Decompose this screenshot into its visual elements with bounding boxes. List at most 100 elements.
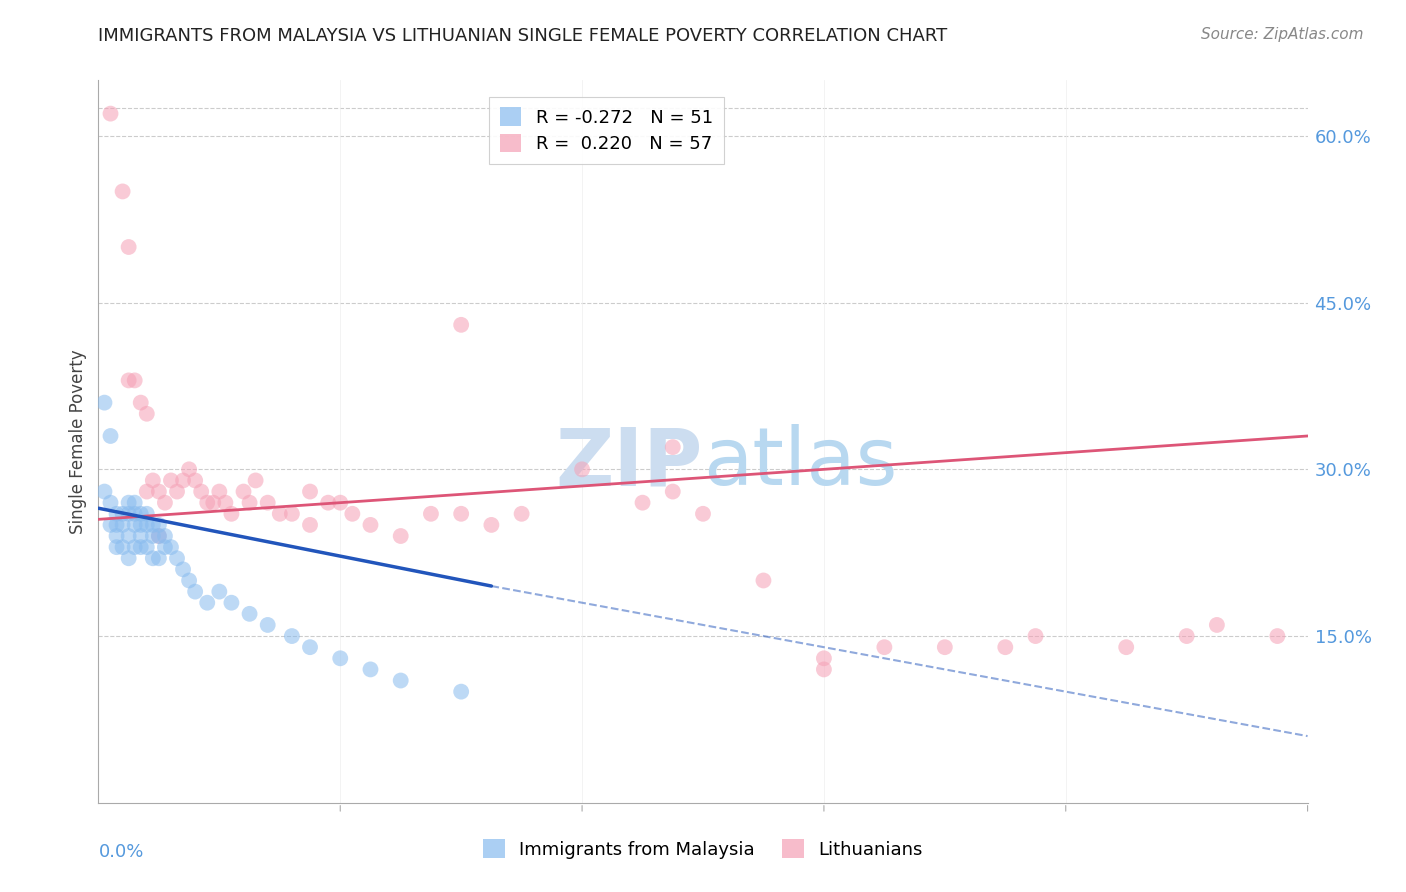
- Point: [232, 484, 254, 499]
- Point: [221, 596, 243, 610]
- Point: [148, 529, 170, 543]
- Point: [135, 484, 157, 499]
- Point: [342, 507, 364, 521]
- Point: [1175, 629, 1198, 643]
- Point: [184, 584, 207, 599]
- Point: [873, 640, 896, 655]
- Point: [389, 529, 412, 543]
- Point: [93, 484, 115, 499]
- Point: [179, 574, 201, 588]
- Point: [148, 517, 170, 532]
- Point: [142, 517, 165, 532]
- Point: [124, 496, 146, 510]
- Point: [195, 596, 218, 610]
- Point: [111, 507, 134, 521]
- Point: [256, 496, 278, 510]
- Point: [118, 373, 141, 387]
- Point: [100, 517, 122, 532]
- Point: [135, 517, 157, 532]
- Text: IMMIGRANTS FROM MALAYSIA VS LITHUANIAN SINGLE FEMALE POVERTY CORRELATION CHART: IMMIGRANTS FROM MALAYSIA VS LITHUANIAN S…: [98, 27, 948, 45]
- Point: [124, 540, 146, 554]
- Point: [934, 640, 956, 655]
- Y-axis label: Single Female Poverty: Single Female Poverty: [69, 350, 87, 533]
- Point: [661, 440, 683, 454]
- Point: [510, 507, 533, 521]
- Point: [105, 517, 128, 532]
- Point: [129, 540, 152, 554]
- Point: [166, 551, 188, 566]
- Point: [329, 496, 352, 510]
- Point: [153, 540, 176, 554]
- Point: [148, 484, 170, 499]
- Point: [105, 529, 128, 543]
- Point: [661, 484, 683, 499]
- Point: [111, 517, 134, 532]
- Point: [153, 496, 176, 510]
- Point: [281, 507, 304, 521]
- Point: [214, 496, 236, 510]
- Point: [105, 540, 128, 554]
- Point: [105, 507, 128, 521]
- Point: [172, 474, 194, 488]
- Point: [450, 507, 472, 521]
- Point: [142, 551, 165, 566]
- Point: [100, 429, 122, 443]
- Point: [166, 484, 188, 499]
- Point: [148, 529, 170, 543]
- Point: [208, 484, 231, 499]
- Point: [172, 562, 194, 576]
- Point: [179, 462, 201, 476]
- Point: [208, 584, 231, 599]
- Point: [316, 496, 339, 510]
- Point: [631, 496, 654, 510]
- Point: [245, 474, 267, 488]
- Point: [93, 395, 115, 409]
- Point: [1206, 618, 1229, 632]
- Legend: Immigrants from Malaysia, Lithuanians: Immigrants from Malaysia, Lithuanians: [477, 832, 929, 866]
- Point: [1024, 629, 1046, 643]
- Point: [129, 529, 152, 543]
- Point: [118, 240, 141, 254]
- Point: [450, 684, 472, 698]
- Point: [160, 474, 183, 488]
- Point: [450, 318, 472, 332]
- Point: [281, 629, 304, 643]
- Point: [481, 517, 503, 532]
- Point: [135, 540, 157, 554]
- Text: atlas: atlas: [703, 425, 897, 502]
- Point: [135, 507, 157, 521]
- Point: [1115, 640, 1137, 655]
- Point: [420, 507, 443, 521]
- Point: [160, 540, 183, 554]
- Point: [299, 517, 322, 532]
- Text: Source: ZipAtlas.com: Source: ZipAtlas.com: [1201, 27, 1364, 42]
- Point: [118, 529, 141, 543]
- Point: [129, 395, 152, 409]
- Point: [269, 507, 291, 521]
- Point: [124, 517, 146, 532]
- Point: [111, 185, 134, 199]
- Point: [202, 496, 225, 510]
- Point: [124, 507, 146, 521]
- Point: [752, 574, 775, 588]
- Point: [299, 484, 322, 499]
- Point: [994, 640, 1017, 655]
- Point: [148, 551, 170, 566]
- Point: [124, 373, 146, 387]
- Point: [195, 496, 218, 510]
- Point: [118, 496, 141, 510]
- Point: [135, 407, 157, 421]
- Point: [389, 673, 412, 688]
- Point: [813, 662, 835, 676]
- Point: [329, 651, 352, 665]
- Point: [813, 651, 835, 665]
- Text: ZIP: ZIP: [555, 425, 703, 502]
- Point: [153, 529, 176, 543]
- Point: [360, 662, 382, 676]
- Point: [129, 517, 152, 532]
- Point: [221, 507, 243, 521]
- Point: [129, 507, 152, 521]
- Point: [692, 507, 714, 521]
- Point: [100, 496, 122, 510]
- Point: [360, 517, 382, 532]
